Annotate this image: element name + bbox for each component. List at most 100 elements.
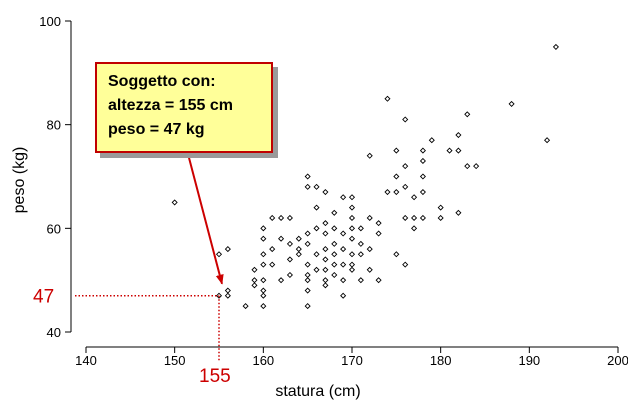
axes: 140 150 160 170 180 190 200 40 60 80 100	[39, 14, 628, 368]
data-point	[260, 235, 267, 242]
data-point	[322, 220, 329, 227]
data-point	[215, 251, 223, 258]
data-point	[322, 256, 329, 263]
data-point	[322, 282, 329, 289]
data-point	[384, 95, 391, 102]
x-axis-title: statura (cm)	[275, 383, 360, 400]
data-point	[286, 240, 293, 247]
data-point	[224, 246, 231, 253]
data-points	[171, 43, 559, 310]
data-point	[419, 214, 426, 222]
data-point	[322, 266, 329, 273]
data-point	[366, 152, 373, 159]
data-point	[348, 194, 356, 201]
data-point	[224, 292, 231, 299]
data-point	[304, 277, 311, 284]
y-tick-label: 40	[47, 325, 61, 340]
data-point	[464, 111, 471, 118]
data-point	[375, 277, 382, 284]
data-point	[295, 246, 302, 253]
data-point	[419, 173, 426, 180]
data-point	[375, 230, 382, 237]
data-point	[260, 261, 267, 268]
data-point	[304, 173, 311, 180]
data-point	[446, 147, 453, 154]
data-point	[437, 214, 444, 222]
data-point	[402, 261, 409, 268]
data-point	[278, 214, 285, 222]
data-point	[357, 240, 364, 247]
data-point	[437, 204, 444, 211]
data-point	[251, 282, 258, 289]
data-point	[304, 240, 311, 247]
x-tick-label: 150	[164, 353, 186, 368]
annotation-arrow	[187, 153, 224, 285]
data-point	[348, 225, 356, 232]
y-tick-label: 60	[47, 221, 61, 236]
data-point	[464, 163, 471, 170]
data-point	[357, 251, 364, 258]
data-point	[455, 147, 462, 154]
data-point	[411, 214, 418, 222]
data-point	[260, 277, 267, 284]
data-point	[348, 266, 356, 273]
data-point	[286, 214, 293, 222]
data-point	[251, 266, 258, 273]
reference-lines	[75, 294, 220, 361]
data-point	[251, 277, 258, 284]
data-point	[260, 287, 267, 294]
data-point	[393, 189, 400, 196]
data-point	[278, 277, 285, 284]
x-tick-label: 170	[341, 353, 363, 368]
y-reference-label: 47	[33, 287, 54, 308]
y-tick-label: 100	[39, 14, 61, 29]
data-point	[366, 246, 373, 253]
data-point	[331, 225, 338, 232]
data-point	[348, 235, 356, 242]
data-point	[508, 100, 515, 107]
data-point	[340, 277, 347, 284]
data-point	[402, 183, 409, 190]
data-point	[340, 246, 347, 253]
data-point	[322, 246, 329, 253]
x-tick-label: 160	[252, 353, 274, 368]
data-point	[402, 163, 409, 170]
data-point	[295, 251, 302, 258]
data-point	[402, 116, 409, 123]
data-point	[375, 220, 382, 227]
x-reference-label: 155	[199, 366, 231, 387]
data-point	[322, 189, 329, 196]
data-point	[419, 147, 426, 154]
data-point	[455, 209, 462, 216]
data-point	[313, 251, 320, 258]
y-axis-title: peso (kg)	[11, 147, 28, 214]
data-point	[402, 214, 409, 222]
data-point	[331, 271, 338, 279]
x-tick-label: 140	[75, 353, 97, 368]
annotation-line-3: peso = 47 kg	[108, 121, 205, 138]
data-point	[313, 266, 320, 273]
data-point	[313, 183, 320, 190]
data-point	[384, 189, 391, 196]
annotation-callout: Soggetto con: altezza = 155 cm peso = 47…	[95, 62, 273, 153]
data-point	[393, 173, 400, 180]
data-point	[242, 303, 249, 310]
data-point	[224, 287, 231, 294]
data-point	[304, 271, 311, 279]
data-point	[286, 271, 293, 279]
data-point	[340, 230, 347, 237]
data-point	[419, 189, 426, 196]
data-point	[313, 204, 320, 211]
data-point	[322, 277, 329, 284]
data-point	[340, 261, 347, 268]
data-point	[340, 194, 347, 201]
data-point	[269, 246, 276, 253]
data-point	[295, 235, 302, 242]
data-point	[393, 251, 400, 258]
x-tick-label: 200	[607, 353, 628, 368]
data-point	[304, 183, 311, 190]
data-point	[331, 209, 338, 216]
data-point	[331, 251, 338, 258]
data-point	[286, 256, 293, 263]
